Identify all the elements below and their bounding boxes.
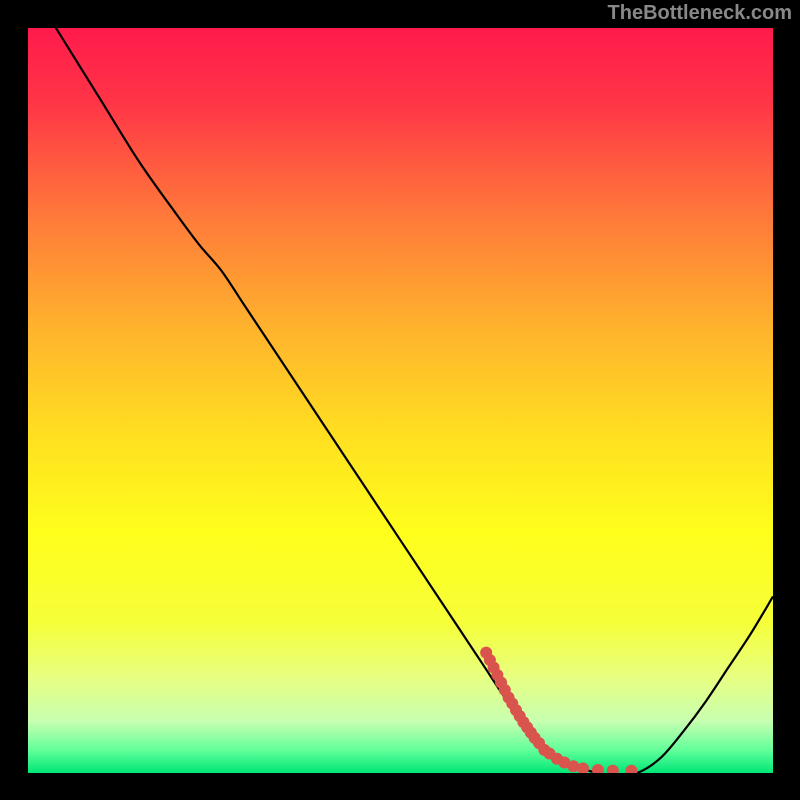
red-dot [625,765,637,773]
chart-overlay [28,28,773,773]
plot-area [28,28,773,773]
red-dot [592,764,604,773]
red-dots-group [480,647,637,773]
watermark-text: TheBottleneck.com [608,2,792,25]
red-dot [607,765,619,773]
main-curve [28,28,773,773]
